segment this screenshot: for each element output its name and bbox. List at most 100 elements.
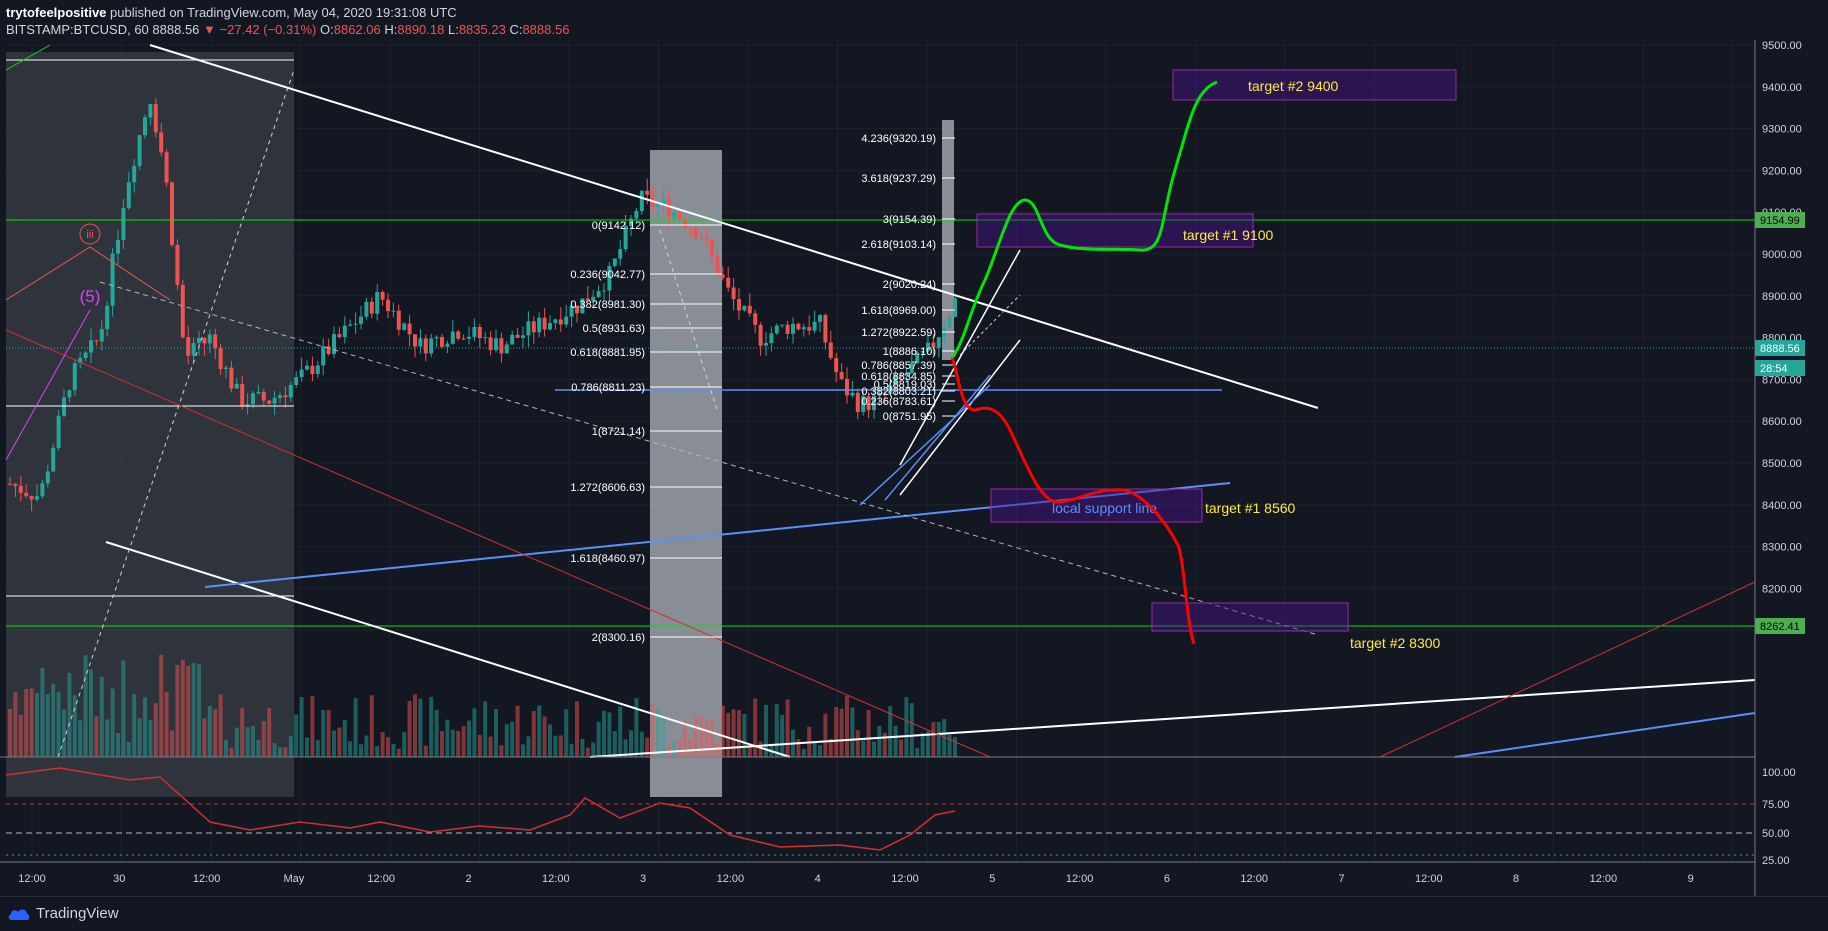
fib-left-level-label: 0.618(8881.95): [570, 347, 645, 359]
volume-bar: [704, 721, 709, 757]
candle-body: [153, 104, 158, 133]
candle-body: [450, 331, 455, 344]
volume-bar: [548, 724, 552, 757]
candle-body: [596, 291, 601, 297]
long-uptrend-line[interactable]: [589, 679, 1756, 758]
candle-body: [40, 483, 45, 497]
price-badge: [1755, 212, 1805, 228]
target1-down-label: target #1 8560: [1205, 500, 1296, 516]
oscillator-line: [5, 767, 956, 851]
candle-body: [467, 336, 471, 339]
volume-bar: [942, 719, 947, 757]
red-trend-line-right[interactable]: [1379, 581, 1756, 758]
tradingview-logo[interactable]: TradingView: [8, 905, 119, 922]
volume-bar: [720, 705, 725, 757]
volume-bar: [602, 710, 606, 757]
fib-right-level-label: 0.786(8857.39): [861, 360, 936, 372]
volume-bar: [299, 696, 304, 757]
candle-body: [834, 358, 839, 373]
oscillator-axis[interactable]: 100.00 75.00 50.00 25.00: [1762, 767, 1796, 867]
volume-bar: [375, 746, 380, 757]
fib-left-level-label: 1.272(8606.63): [570, 482, 645, 494]
candle-body: [521, 335, 525, 338]
candle-body: [35, 496, 39, 500]
price-badge-label: 8262.41: [1760, 621, 1800, 633]
candle-body: [461, 338, 466, 340]
candle-body: [504, 344, 509, 354]
local-support-line[interactable]: [204, 482, 1231, 588]
rising-channel-blue-b[interactable]: [884, 374, 991, 501]
candle-body: [564, 316, 569, 325]
downtrend-line-lower[interactable]: [105, 541, 791, 758]
wave-zigzag: [5, 246, 171, 301]
fib-retracement-left[interactable]: 0(9142.12) 0.236(9042.77) 0.382(8981.30) 0.…: [570, 220, 722, 644]
osc-tick-label: 100.00: [1762, 767, 1796, 779]
candle-body: [396, 310, 401, 330]
volume-bar: [143, 697, 147, 757]
volume-bar: [542, 716, 547, 757]
volume-bar: [386, 737, 390, 757]
target2-down-box[interactable]: [1151, 602, 1349, 632]
candle-body: [380, 292, 385, 300]
fib-right-level-label: 1.272(8922.59): [861, 327, 936, 339]
candle-body: [872, 395, 876, 411]
candle-body: [688, 227, 693, 229]
target1-up-box[interactable]: [976, 213, 1254, 248]
fib-right-level-label: 0.236(8783.61): [861, 396, 936, 408]
price-tick-label: 9500.00: [1762, 40, 1802, 52]
candle-body: [569, 305, 574, 317]
price-tick-label: 8500.00: [1762, 458, 1802, 470]
volume-bar: [321, 710, 326, 757]
candle-body: [791, 323, 795, 334]
downtrend-line-upper[interactable]: [149, 44, 1319, 409]
volume-bar: [24, 688, 29, 757]
volume-bar: [926, 731, 930, 757]
candle-body: [936, 337, 941, 348]
fib-left-level-label: 0.382(8981.30): [570, 299, 645, 311]
volume-bar: [245, 727, 250, 757]
volume-bar: [137, 718, 142, 757]
volume-bar: [612, 731, 617, 757]
volume-bar: [72, 695, 77, 757]
blue-trend-line-right[interactable]: [1454, 712, 1756, 758]
dashed-channel-line[interactable]: [99, 281, 1319, 636]
target2-up-box[interactable]: [1172, 69, 1457, 101]
rising-channel-upper[interactable]: [899, 249, 1021, 466]
candle-body: [121, 207, 126, 241]
candle-body: [197, 338, 201, 344]
time-tick-label: May: [284, 873, 305, 885]
candle-body: [434, 336, 439, 339]
bearish-projection-path[interactable]: [950, 357, 1196, 645]
rising-channel-lower[interactable]: [899, 339, 1021, 496]
volume-bar: [461, 726, 466, 757]
fib-zone-bar-right: [942, 120, 954, 360]
time-axis[interactable]: 12:00 30 12:00 May 12:00 2 12:00 3 12:00 4 12:00 5 1…: [18, 873, 1694, 885]
candle-body: [683, 218, 687, 228]
volume-bar: [683, 722, 687, 757]
red-trend-line-left[interactable]: [5, 329, 991, 758]
bullish-projection-path[interactable]: [950, 80, 1218, 359]
volume-bar: [553, 735, 558, 757]
volume-bar: [764, 704, 768, 757]
volume-bar: [278, 747, 282, 757]
local-support-box[interactable]: [990, 488, 1203, 523]
candle-body: [904, 373, 909, 376]
author-name[interactable]: trytofeelpositive: [6, 5, 107, 20]
candle-body: [116, 240, 120, 254]
candle-body: [202, 338, 207, 344]
volume-bar: [89, 669, 93, 757]
open-label: O:: [320, 22, 334, 37]
candle-body: [477, 326, 482, 339]
price-axis[interactable]: 9500.009400.009300.009200.009100.009000.…: [1755, 40, 1805, 637]
volume-bar: [45, 694, 50, 757]
candle-body: [186, 337, 191, 356]
tradingview-cloud-icon: [8, 909, 30, 920]
candle-body: [877, 392, 882, 396]
volume-bar: [688, 739, 693, 757]
candle-body: [305, 365, 309, 370]
volume-bar: [126, 742, 131, 757]
price-chart[interactable]: iii (5) 0(9142.12) 0.236(9042.77) 0.382(89…: [0, 40, 1828, 896]
candle-body: [143, 117, 147, 136]
fib-extension-right[interactable]: 4.236(9320.19) 3.618(9237.29) 3(9154.39) 2.…: [861, 133, 955, 423]
candle-body: [332, 334, 336, 355]
